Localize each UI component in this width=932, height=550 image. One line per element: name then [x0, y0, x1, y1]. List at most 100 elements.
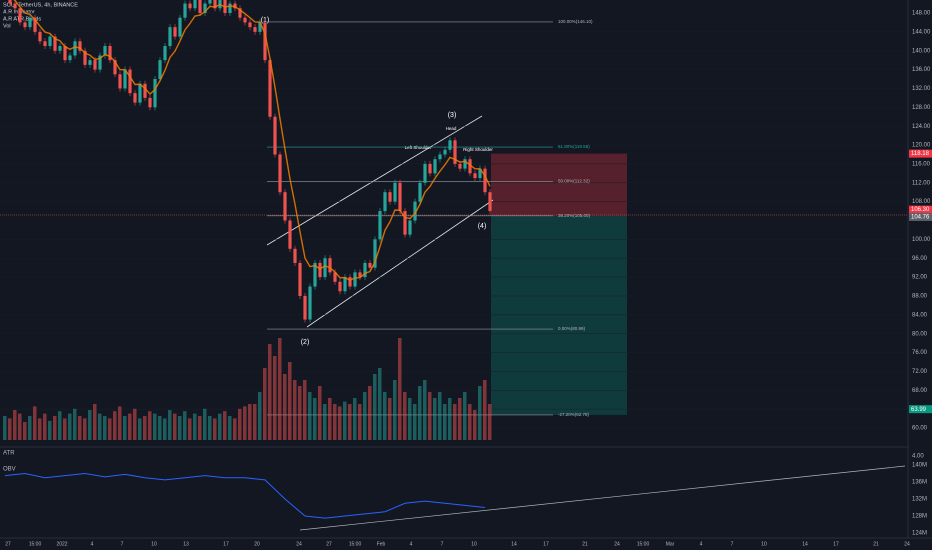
- volume-bar: [303, 380, 307, 440]
- volume-bar: [28, 416, 32, 440]
- volume-bar: [73, 408, 77, 440]
- price-tick-label: 116.00: [912, 161, 931, 167]
- volume-bar: [53, 416, 57, 440]
- price-tag-label: 106.30: [911, 207, 930, 213]
- volume-bar: [243, 406, 247, 440]
- candle-body: [488, 192, 492, 212]
- price-tick-label: 84.00: [912, 312, 928, 318]
- candle-body: [393, 182, 397, 202]
- price-tick-label: 80.00: [912, 331, 928, 337]
- volume-bar: [413, 404, 417, 440]
- volume-bar: [488, 404, 492, 440]
- volume-bar: [58, 411, 62, 440]
- time-tick-label: 10: [471, 541, 477, 547]
- candle-body: [33, 17, 37, 32]
- volume-bar: [3, 416, 7, 440]
- candle-body: [278, 154, 282, 193]
- volume-bar: [128, 413, 132, 440]
- volume-bar: [48, 420, 52, 440]
- volume-bar: [278, 338, 282, 440]
- time-tick-label: 24: [614, 541, 620, 547]
- volume-bar: [218, 413, 222, 440]
- volume-bar: [238, 408, 242, 440]
- volume-bar: [308, 392, 312, 440]
- volume-bar: [138, 418, 142, 440]
- volume-bar: [388, 398, 392, 440]
- indicator: Vol: [3, 23, 11, 29]
- fib-label: 50.00%(112.32): [558, 178, 590, 183]
- volume-bar: [473, 410, 477, 440]
- indicator: A.R ATR Bands: [3, 16, 41, 22]
- candle-body: [358, 272, 362, 278]
- fib-label: 61.80%(119.58): [558, 144, 590, 149]
- candle-body: [388, 192, 392, 202]
- obv-tick-label: 136M: [912, 480, 927, 486]
- price-tick-label: 60.00: [912, 426, 928, 432]
- candle-body: [48, 36, 52, 47]
- candle-body: [58, 46, 62, 51]
- time-tick-label: 21: [582, 541, 588, 547]
- volume-bar: [463, 392, 467, 440]
- volume-bar: [298, 386, 302, 440]
- candle-body: [43, 41, 47, 47]
- time-tick-label: 17: [543, 541, 549, 547]
- price-tick-label: 88.00: [912, 294, 928, 300]
- candle-body: [303, 295, 307, 320]
- moving-average: [13, 0, 491, 282]
- symbol: SOL / TetherUS, 4h, BINANCE: [3, 2, 78, 8]
- volume-bar: [168, 410, 172, 440]
- price-tag: [909, 212, 932, 221]
- candle-body: [313, 262, 317, 287]
- pattern-label: Right Shoulder: [463, 147, 493, 152]
- volume-bar: [208, 416, 212, 440]
- stop-zone: [491, 153, 627, 216]
- volume-bar: [288, 362, 292, 440]
- candle-body: [38, 31, 42, 42]
- candle-body: [333, 272, 337, 282]
- time-tick-label: Feb: [377, 541, 386, 547]
- price-tick-label: 136.00: [912, 67, 931, 73]
- time-tick-label: 7: [441, 541, 444, 547]
- pattern-label: Head: [446, 126, 457, 131]
- volume-bar: [403, 392, 407, 440]
- candle-body: [198, 0, 202, 13]
- price-tick-label: 92.00: [912, 275, 928, 281]
- time-tick-label: 10: [151, 541, 157, 547]
- volume-bar: [383, 392, 387, 440]
- price-tag: [909, 405, 932, 414]
- candle-body: [483, 168, 487, 193]
- candle-body: [403, 211, 407, 235]
- candle-body: [23, 22, 27, 28]
- volume-bar: [123, 416, 127, 440]
- volume-bar: [13, 410, 17, 440]
- time-tick-label: 24: [904, 541, 910, 547]
- volume-bar: [233, 418, 237, 440]
- price-tick-label: 148.00: [912, 11, 931, 17]
- volume-bar: [273, 356, 277, 440]
- volume-bar: [153, 413, 157, 440]
- candle-body: [453, 140, 457, 164]
- volume-bar: [113, 411, 117, 440]
- time-tick-label: 24: [296, 541, 302, 547]
- candle-body: [298, 262, 302, 296]
- candle-body: [123, 69, 127, 89]
- volume-bar: [443, 404, 447, 440]
- obv-tick-label: 128M: [912, 514, 927, 520]
- time-tick-label: 14: [511, 541, 517, 547]
- candle-body: [8, 0, 12, 4]
- candle-body: [168, 27, 172, 47]
- volume-bar: [68, 413, 72, 440]
- candle-body: [413, 201, 417, 221]
- candle-body: [183, 3, 187, 18]
- volume-bar: [148, 411, 152, 440]
- price-tick-label: 140.00: [912, 48, 931, 54]
- volume-bar: [458, 398, 462, 440]
- time-tick-label: 15:00: [349, 541, 362, 547]
- volume-bar: [223, 411, 227, 440]
- candle-body: [258, 22, 262, 32]
- volume-bar: [418, 386, 422, 440]
- price-tick-label: 100.00: [912, 237, 931, 243]
- candle-body: [353, 272, 357, 287]
- fib-label: 100.00%(146.10): [558, 19, 593, 24]
- volume-bar: [393, 380, 397, 440]
